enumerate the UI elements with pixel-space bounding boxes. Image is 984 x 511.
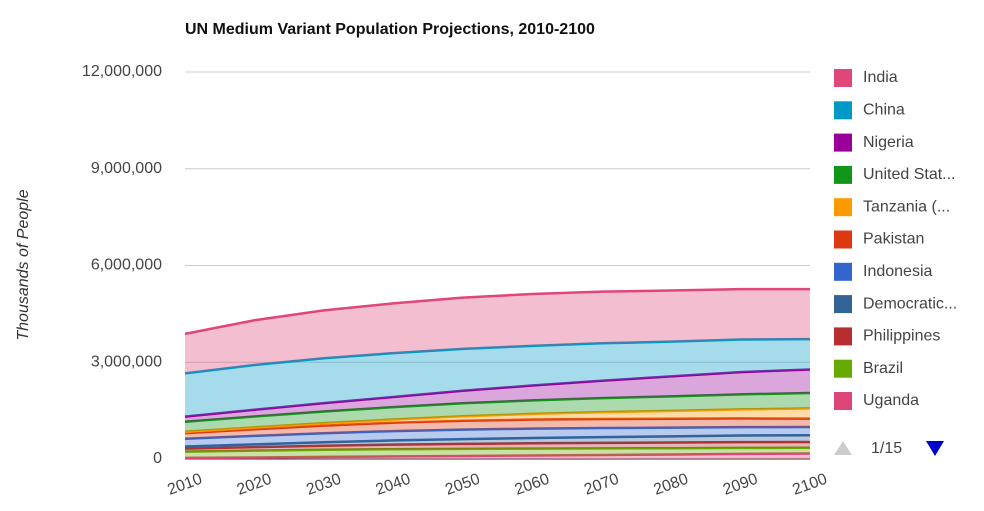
chart-title: UN Medium Variant Population Projections… [185,21,595,38]
area [185,408,810,434]
area [185,427,810,447]
legend-swatch [834,392,852,410]
legend-swatch [834,165,852,184]
x-tick-label: 2060 [512,471,551,499]
legend-swatch [834,327,852,346]
area [185,392,810,432]
legend-label: Pakistan [863,231,924,248]
area [185,418,810,439]
legend-swatch [834,198,852,217]
x-tick-label: 2010 [165,471,204,499]
legend-page: 1/15 [871,440,902,457]
y-tick-label: 3,000,000 [91,353,162,370]
area-line [184,425,811,441]
area [185,435,810,449]
legend-label: Philippines [863,328,940,345]
area [185,442,810,452]
legend-label: China [863,102,905,119]
area-line [184,368,811,418]
area-line [184,417,811,435]
legend-label: Tanzania (... [863,198,950,215]
legend-swatch [834,359,852,378]
x-tick-label: 2070 [582,471,621,499]
area-line [184,407,811,433]
legend-label: United Stat... [863,166,956,183]
legend-label: Indonesia [863,263,932,280]
x-tick-label: 2030 [304,471,343,499]
legend-swatch [834,262,852,281]
legend-swatch [834,133,852,152]
legend-label: Democratic... [863,295,957,312]
legend-swatch [834,101,852,120]
y-tick-label: 12,000,000 [82,63,162,80]
legend-prev[interactable] [834,441,852,455]
y-tick-label: 6,000,000 [91,257,162,274]
area-line [184,452,811,460]
legend-swatch [834,295,852,314]
area-line [184,446,811,453]
x-tick-label: 2020 [235,471,274,499]
legend-swatch [834,230,852,249]
legend-label: Brazil [863,360,903,377]
area [185,289,810,374]
x-tick-label: 2050 [443,471,482,499]
x-tick-label: 2080 [651,471,690,499]
x-tick-label: 2040 [374,471,413,499]
area-line [184,440,811,450]
area-line [184,433,811,448]
area-line [184,337,811,375]
area-line [184,391,811,423]
area [185,339,810,417]
legend-label: Nigeria [863,134,914,151]
legend-label: India [863,69,898,86]
y-axis-title: Thousands of People [15,189,32,340]
y-tick-label: 0 [153,450,162,467]
x-tick-label: 2100 [790,471,829,499]
legend-next[interactable] [926,441,944,456]
legend-label: Uganda [863,392,919,409]
y-tick-label: 9,000,000 [91,160,162,177]
area [185,369,810,422]
x-tick-label: 2090 [721,471,760,499]
area-line [184,287,811,336]
legend-swatch [834,69,852,87]
